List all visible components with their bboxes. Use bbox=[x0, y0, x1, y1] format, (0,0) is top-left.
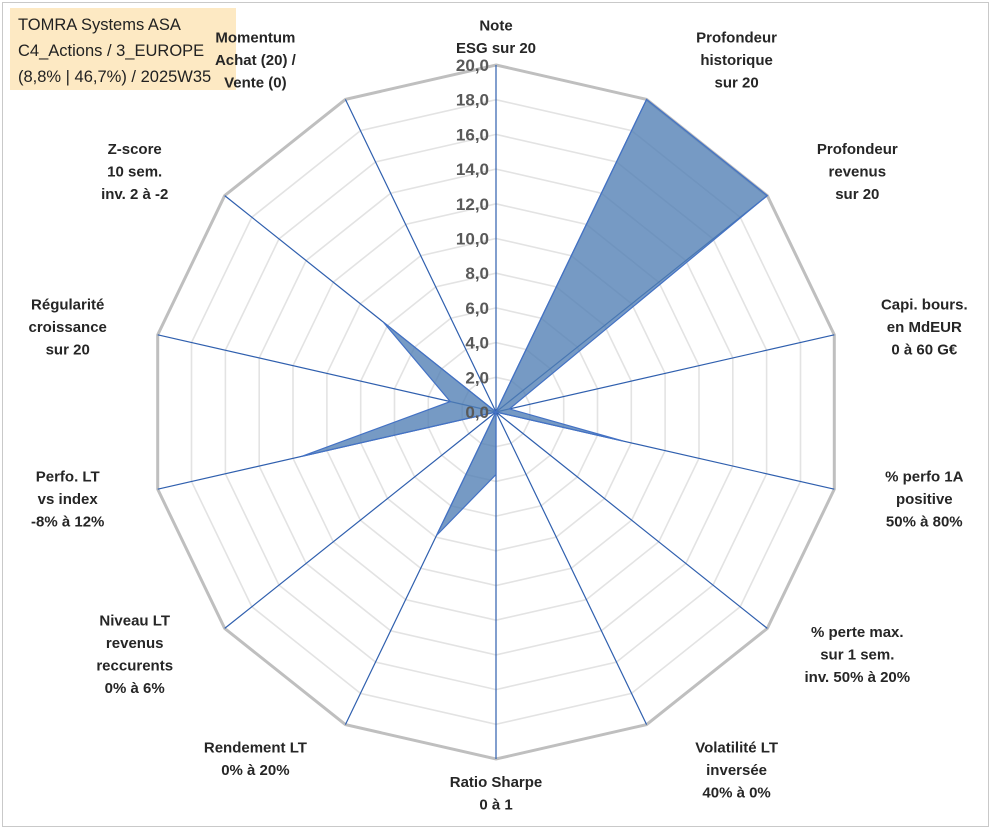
axis-label: Capi. bours. en MdEUR 0 à 60 G€ bbox=[881, 296, 968, 358]
data-point bbox=[508, 407, 511, 410]
axis-label: Niveau LT revenus reccurents 0% à 6% bbox=[96, 613, 173, 698]
tick-label: 14,0 bbox=[456, 160, 489, 179]
radar-spoke bbox=[495, 334, 835, 413]
axis-label: Rendement LT 0% à 20% bbox=[204, 740, 307, 780]
radar-spoke bbox=[495, 411, 768, 629]
radar-spoke bbox=[495, 411, 648, 725]
tick-label: 4,0 bbox=[465, 334, 489, 353]
data-point bbox=[449, 400, 452, 403]
axis-label: Régularité croissance sur 20 bbox=[29, 296, 107, 358]
info-stats-week: (8,8% | 46,7%) / 2025W35 bbox=[18, 68, 212, 86]
data-point bbox=[300, 455, 303, 458]
data-point bbox=[495, 473, 498, 476]
axis-label: % perte max. sur 1 sem. inv. 50% à 20% bbox=[804, 624, 910, 686]
tick-label: 2,0 bbox=[465, 368, 489, 387]
radar-spoke bbox=[157, 334, 497, 413]
info-portfolio: C4_Actions / 3_EUROPE bbox=[18, 42, 205, 60]
data-point bbox=[621, 440, 624, 443]
data-point bbox=[495, 411, 498, 414]
radar-spoke bbox=[224, 411, 497, 629]
tick-label: 12,0 bbox=[456, 195, 489, 214]
data-point bbox=[435, 534, 438, 537]
series-area bbox=[301, 98, 769, 536]
axis-label: Z-score 10 sem. inv. 2 à -2 bbox=[101, 141, 168, 203]
data-point bbox=[645, 98, 648, 101]
info-box: TOMRA Systems ASA C4_Actions / 3_EUROPE … bbox=[10, 8, 236, 90]
tick-label: 10,0 bbox=[456, 230, 489, 249]
axis-label: Perfo. LT vs index -8% à 12% bbox=[31, 469, 104, 531]
axis-label: Volatilité LT inversée 40% à 0% bbox=[695, 740, 778, 802]
data-point bbox=[766, 194, 769, 197]
info-company-name: TOMRA Systems ASA bbox=[18, 16, 181, 34]
tick-label: 6,0 bbox=[465, 299, 489, 318]
axis-label: Profondeur historique sur 20 bbox=[696, 29, 777, 91]
tick-label: 20,0 bbox=[456, 56, 489, 75]
tick-label: 8,0 bbox=[465, 264, 489, 283]
axis-label: Momentum Achat (20) / Vente (0) bbox=[215, 29, 297, 91]
axis-label: % perfo 1A positive 50% à 80% bbox=[885, 469, 964, 531]
data-point bbox=[382, 321, 385, 324]
axis-label: Ratio Sharpe 0 à 1 bbox=[450, 774, 543, 814]
tick-label: 0,0 bbox=[465, 403, 489, 422]
tick-label: 16,0 bbox=[456, 125, 489, 144]
axis-label: Note ESG sur 20 bbox=[456, 18, 536, 58]
axis-label: Profondeur revenus sur 20 bbox=[817, 141, 898, 203]
radar-spoke bbox=[344, 99, 497, 413]
tick-label: 18,0 bbox=[456, 91, 489, 110]
